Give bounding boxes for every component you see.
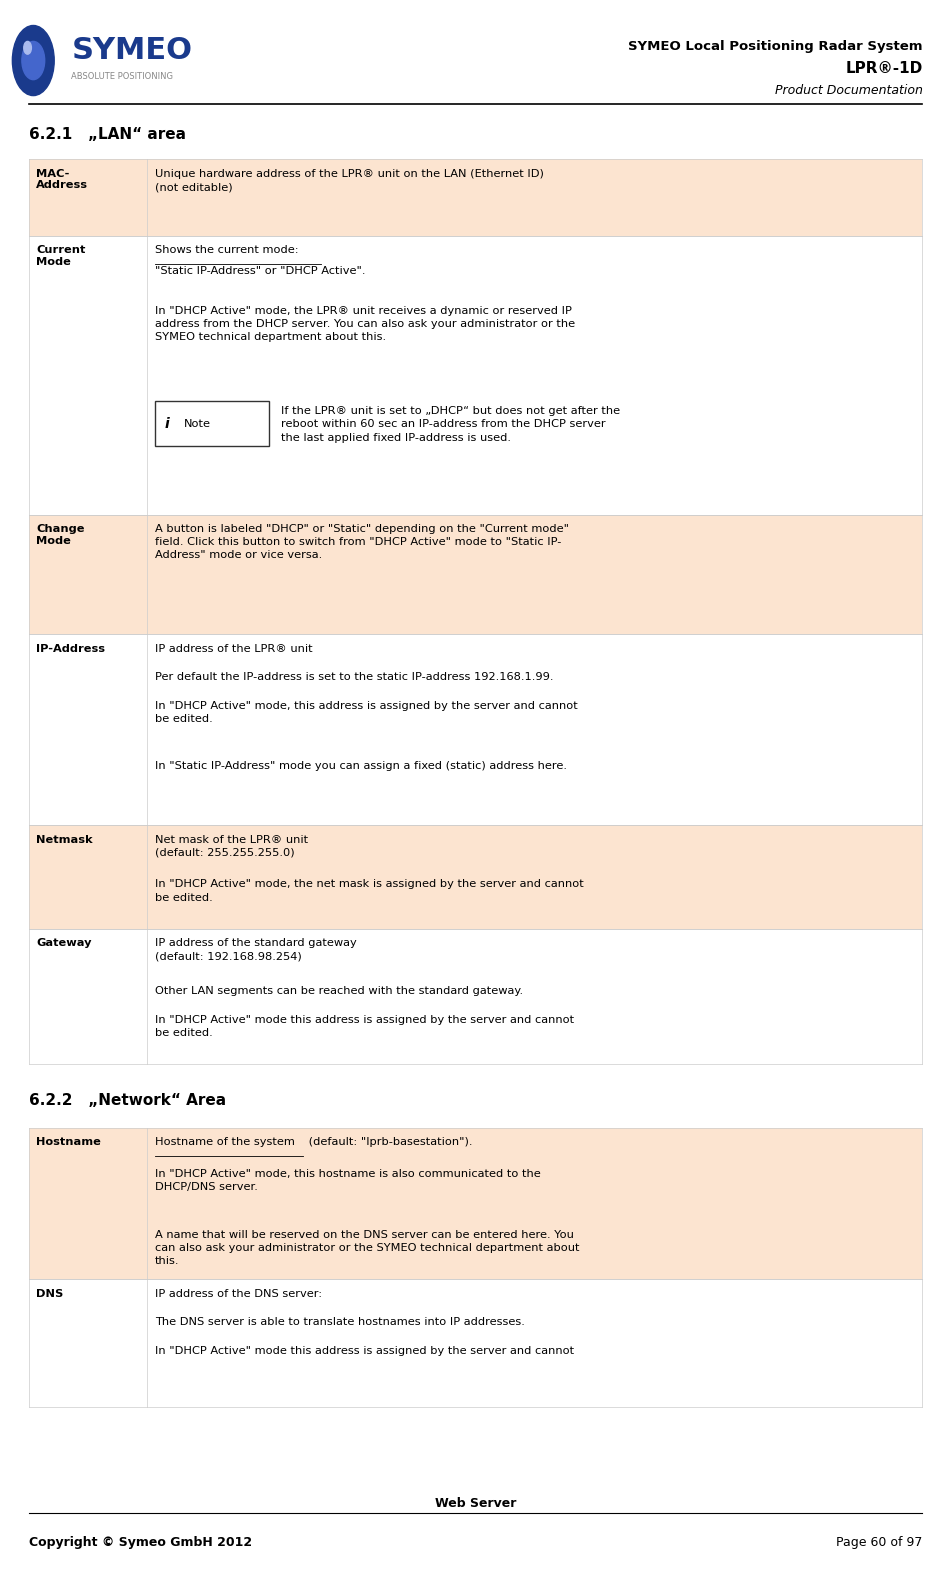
Text: If the LPR® unit is set to „DHCP“ but does not get after the
reboot within 60 se: If the LPR® unit is set to „DHCP“ but do… xyxy=(281,406,620,443)
Text: SYMEO Local Positioning Radar System: SYMEO Local Positioning Radar System xyxy=(628,40,922,53)
Text: Net mask of the LPR® unit
(default: 255.255.255.0): Net mask of the LPR® unit (default: 255.… xyxy=(155,835,308,859)
Bar xyxy=(29,1279,922,1407)
Bar xyxy=(29,929,922,1064)
Text: 6.2.2   „Network“ Area: 6.2.2 „Network“ Area xyxy=(29,1093,225,1107)
Bar xyxy=(29,1128,922,1279)
Text: Current
Mode: Current Mode xyxy=(36,245,86,268)
Text: Change
Mode: Change Mode xyxy=(36,524,85,546)
Text: (default: "lprb-basestation").: (default: "lprb-basestation"). xyxy=(305,1137,473,1147)
Text: 6.2.1   „LAN“ area: 6.2.1 „LAN“ area xyxy=(29,127,185,142)
Text: Hostname of the system: Hostname of the system xyxy=(155,1137,295,1147)
Text: i: i xyxy=(165,417,169,430)
FancyBboxPatch shape xyxy=(155,401,269,446)
Text: In "Static IP-Address" mode you can assign a fixed (static) address here.: In "Static IP-Address" mode you can assi… xyxy=(155,761,567,771)
Bar xyxy=(29,236,922,515)
Text: Shows the current mode:: Shows the current mode: xyxy=(155,245,299,255)
Text: In "DHCP Active" mode, the net mask is assigned by the server and cannot
be edit: In "DHCP Active" mode, the net mask is a… xyxy=(155,879,584,903)
Text: "Static IP-Address" or "DHCP Active".: "Static IP-Address" or "DHCP Active". xyxy=(155,266,365,276)
Bar xyxy=(29,159,922,236)
Text: LPR®-1D: LPR®-1D xyxy=(845,61,922,75)
Text: IP address of the standard gateway
(default: 192.168.98.254): IP address of the standard gateway (defa… xyxy=(155,938,357,962)
Text: Unique hardware address of the LPR® unit on the LAN (Ethernet ID)
(not editable): Unique hardware address of the LPR® unit… xyxy=(155,169,544,193)
Circle shape xyxy=(22,41,45,80)
Text: MAC-
Address: MAC- Address xyxy=(36,169,88,191)
Text: DNS: DNS xyxy=(36,1289,64,1298)
Text: IP-Address: IP-Address xyxy=(36,644,106,653)
Text: Product Documentation: Product Documentation xyxy=(775,84,922,97)
Bar xyxy=(29,515,922,634)
Text: Web Server: Web Server xyxy=(435,1497,516,1510)
Text: Note: Note xyxy=(184,419,210,429)
Text: Gateway: Gateway xyxy=(36,938,91,948)
Circle shape xyxy=(24,41,31,54)
Text: In "DHCP Active" mode this address is assigned by the server and cannot: In "DHCP Active" mode this address is as… xyxy=(155,1346,574,1356)
Circle shape xyxy=(12,25,54,96)
Text: ABSOLUTE POSITIONING: ABSOLUTE POSITIONING xyxy=(71,72,173,81)
Text: Netmask: Netmask xyxy=(36,835,93,844)
Text: Hostname: Hostname xyxy=(36,1137,101,1147)
Text: Copyright © Symeo GmbH 2012: Copyright © Symeo GmbH 2012 xyxy=(29,1536,252,1548)
Text: SYMEO: SYMEO xyxy=(71,37,192,65)
Bar xyxy=(29,634,922,825)
Text: IP address of the DNS server:: IP address of the DNS server: xyxy=(155,1289,322,1298)
Text: Per default the IP-address is set to the static IP-address 192.168.1.99.: Per default the IP-address is set to the… xyxy=(155,672,553,682)
Text: The DNS server is able to translate hostnames into IP addresses.: The DNS server is able to translate host… xyxy=(155,1317,525,1327)
Bar xyxy=(29,825,922,929)
Text: A button is labeled "DHCP" or "Static" depending on the "Current mode"
field. Cl: A button is labeled "DHCP" or "Static" d… xyxy=(155,524,569,561)
Text: In "DHCP Active" mode, this address is assigned by the server and cannot
be edit: In "DHCP Active" mode, this address is a… xyxy=(155,701,578,725)
Text: Page 60 of 97: Page 60 of 97 xyxy=(836,1536,922,1548)
Text: In "DHCP Active" mode this address is assigned by the server and cannot
be edite: In "DHCP Active" mode this address is as… xyxy=(155,1015,574,1039)
Text: IP address of the LPR® unit: IP address of the LPR® unit xyxy=(155,644,313,653)
Text: Other LAN segments can be reached with the standard gateway.: Other LAN segments can be reached with t… xyxy=(155,986,523,996)
Text: In "DHCP Active" mode, the LPR® unit receives a dynamic or reserved IP
address f: In "DHCP Active" mode, the LPR® unit rec… xyxy=(155,306,575,342)
Text: In "DHCP Active" mode, this hostname is also communicated to the
DHCP/DNS server: In "DHCP Active" mode, this hostname is … xyxy=(155,1169,541,1193)
Text: A name that will be reserved on the DNS server can be entered here. You
can also: A name that will be reserved on the DNS … xyxy=(155,1230,579,1266)
